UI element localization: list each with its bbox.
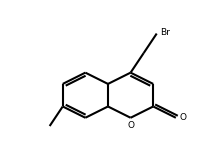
Text: O: O	[180, 113, 187, 122]
Text: Br: Br	[160, 28, 170, 37]
Text: O: O	[127, 121, 134, 130]
